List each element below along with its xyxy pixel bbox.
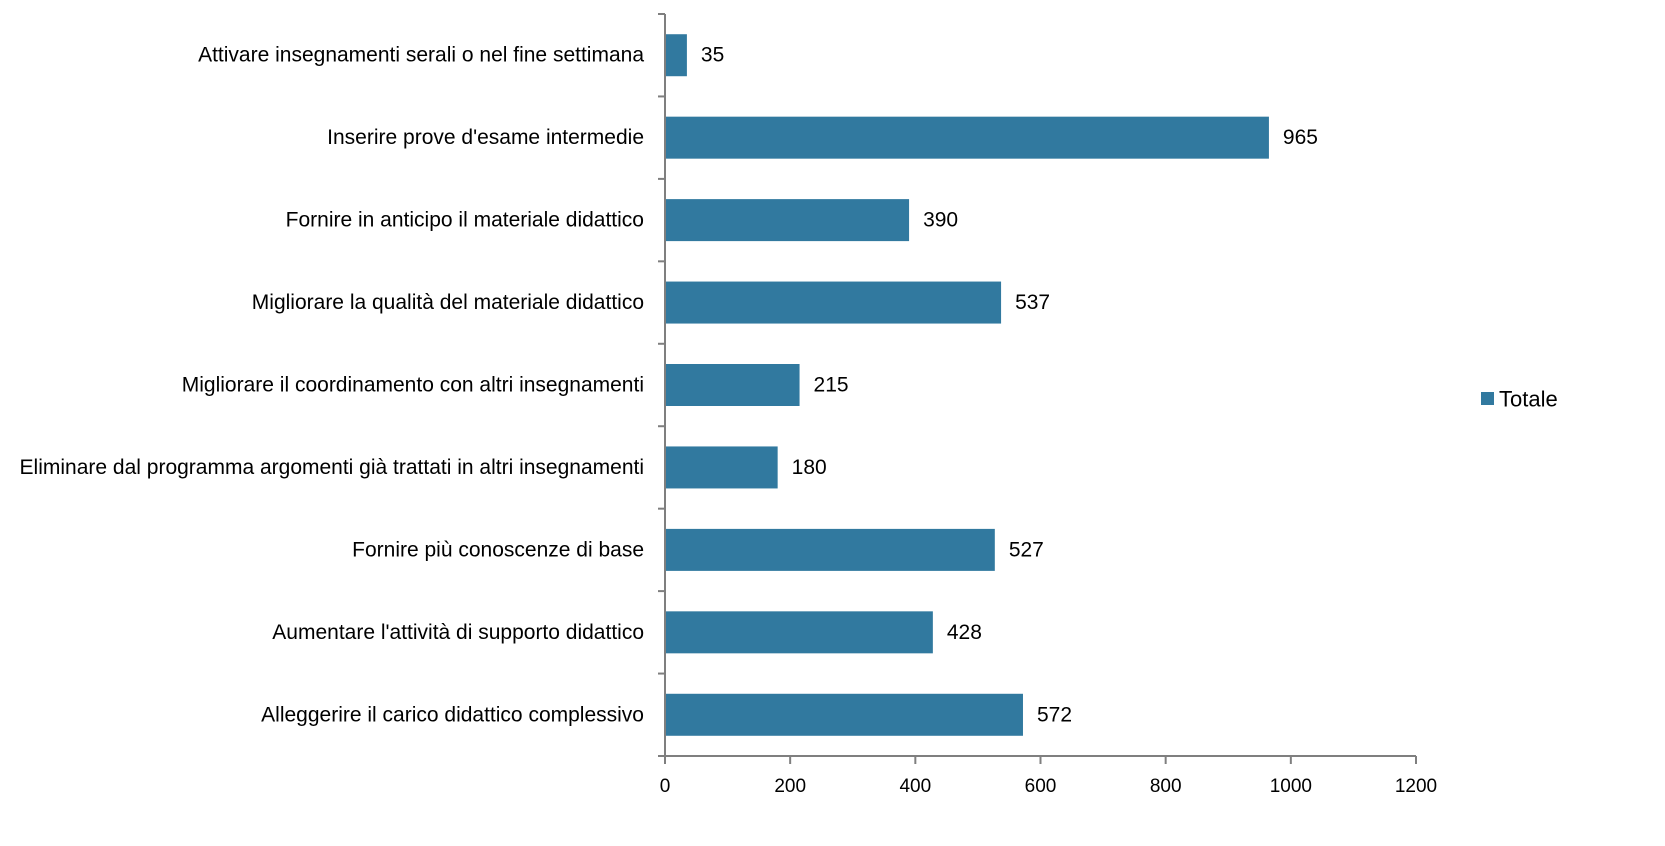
x-tick-label: 200 (774, 776, 806, 797)
bar (665, 528, 995, 571)
bar (665, 281, 1002, 324)
data-label: 527 (1009, 538, 1044, 561)
category-label: Inserire prove d'esame intermedie (327, 126, 644, 149)
bar (665, 116, 1269, 159)
x-tick-label: 1200 (1395, 776, 1437, 797)
bar (665, 364, 800, 406)
data-label: 215 (814, 374, 849, 397)
bars-group (665, 34, 1269, 736)
data-label: 572 (1037, 703, 1072, 726)
category-label: Migliorare la qualità del materiale dida… (252, 291, 644, 314)
category-labels: Attivare insegnamenti serali o nel fine … (20, 44, 645, 727)
category-label: Aumentare l'attività di supporto didatti… (272, 621, 644, 644)
value-labels: 35 965 390 537 215 180 527 428 572 (701, 44, 1318, 727)
data-label: 180 (792, 456, 827, 479)
bar (665, 199, 910, 242)
category-label: Eliminare dal programma argomenti già tr… (20, 456, 644, 479)
category-label: Fornire più conoscenze di base (352, 538, 644, 561)
legend: Totale (1481, 387, 1558, 412)
data-label: 35 (701, 44, 724, 67)
bar (665, 34, 687, 77)
category-label: Alleggerire il carico didattico compless… (261, 703, 644, 726)
bar (665, 446, 778, 489)
x-axis-ticks: 0 200 400 600 800 1000 1200 (658, 13, 1437, 797)
bar (665, 611, 933, 654)
data-label: 965 (1283, 126, 1318, 149)
data-label: 537 (1015, 291, 1050, 314)
bar (665, 693, 1023, 736)
legend-swatch (1481, 392, 1494, 405)
data-label: 390 (923, 209, 958, 232)
x-tick-label: 0 (660, 776, 671, 797)
data-label: 428 (947, 621, 982, 644)
category-label: Migliorare il coordinamento con altri in… (182, 374, 644, 397)
x-tick-label: 600 (1025, 776, 1057, 797)
x-tick-label: 400 (899, 776, 931, 797)
category-label: Attivare insegnamenti serali o nel fine … (198, 44, 644, 67)
category-label: Fornire in anticipo il materiale didatti… (286, 209, 644, 232)
legend-label: Totale (1499, 387, 1558, 412)
x-tick-label: 1000 (1270, 776, 1312, 797)
x-tick-label: 800 (1150, 776, 1182, 797)
